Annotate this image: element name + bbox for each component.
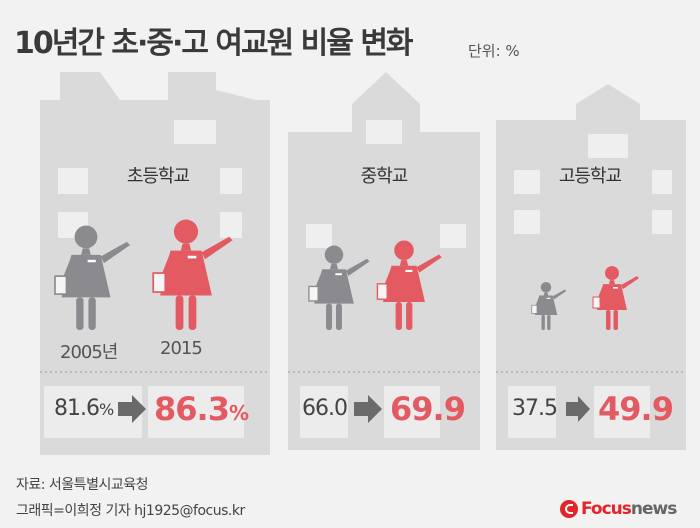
category-label-high: 고등학교 bbox=[558, 166, 622, 187]
teacher-figure-elementary-old bbox=[54, 225, 131, 330]
value-row-middle bbox=[288, 371, 480, 438]
value-row-elementary bbox=[40, 371, 270, 438]
logo-brand: Focus bbox=[581, 499, 632, 519]
source-note: 자료: 서울특별시교육청 bbox=[16, 477, 148, 493]
window bbox=[220, 168, 242, 194]
data-label-high-new: 49.9 bbox=[598, 390, 674, 428]
data-label-elementary-new: 86.3% bbox=[154, 390, 249, 428]
window bbox=[652, 170, 672, 194]
building-high bbox=[496, 84, 686, 450]
window bbox=[652, 210, 672, 234]
window bbox=[514, 210, 540, 234]
window bbox=[588, 134, 628, 158]
unit-label: 단위: % bbox=[468, 42, 520, 60]
legend-year-new: 2015 bbox=[160, 338, 203, 359]
page-title: 10년간 초·중·고 여교원 비율 변화 bbox=[14, 26, 414, 61]
building-elementary bbox=[40, 72, 270, 455]
window bbox=[220, 212, 242, 238]
window bbox=[174, 120, 216, 144]
teacher-figure-middle-old bbox=[308, 245, 370, 330]
credit-note: 그래픽=이희정 기자 hj1925@focus.kr bbox=[16, 503, 245, 519]
category-label-elementary: 초등학교 bbox=[126, 166, 190, 187]
window bbox=[366, 120, 402, 144]
teacher-figure-elementary-new bbox=[152, 219, 233, 330]
data-label-high-old: 37.5 bbox=[512, 396, 558, 421]
window bbox=[58, 168, 88, 194]
arrow-icon bbox=[566, 396, 590, 422]
window bbox=[440, 224, 466, 248]
teacher-figure-middle-new bbox=[376, 240, 442, 330]
data-label-middle-old: 66.0 bbox=[302, 396, 348, 421]
brand-logo: Focusnews bbox=[560, 497, 694, 521]
arrow-icon bbox=[354, 395, 382, 423]
data-label-elementary-old: 81.6% bbox=[54, 396, 114, 421]
logo-icon bbox=[560, 500, 578, 518]
arrow-icon bbox=[118, 395, 146, 423]
data-label-middle-new: 69.9 bbox=[390, 390, 466, 428]
teacher-figure-high-new bbox=[592, 266, 639, 330]
value-row-high bbox=[496, 371, 686, 438]
category-label-middle: 중학교 bbox=[360, 166, 409, 187]
teacher-figure-high-old bbox=[531, 282, 567, 330]
window bbox=[514, 170, 540, 194]
window bbox=[306, 224, 332, 248]
building-middle bbox=[288, 72, 480, 450]
logo-suffix: news bbox=[630, 499, 677, 519]
legend-year-old: 2005년 bbox=[60, 342, 118, 363]
